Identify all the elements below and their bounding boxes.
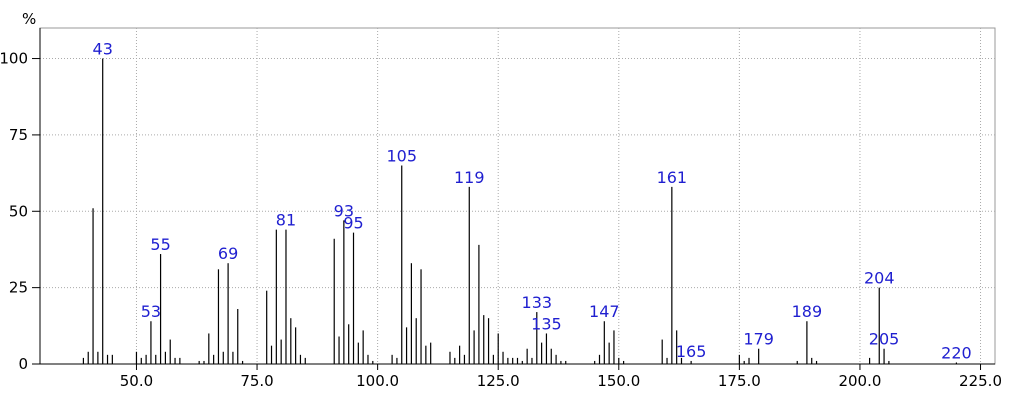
x-tick-label: 200.0 <box>838 372 881 390</box>
peak-label: 95 <box>343 214 363 233</box>
peak-label: 55 <box>150 235 170 254</box>
x-tick-label: 225.0 <box>959 372 1002 390</box>
peak-label: 204 <box>864 269 895 288</box>
y-tick-label: 100 <box>0 50 28 68</box>
peak-label: 220 <box>941 343 972 362</box>
x-tick-label: 150.0 <box>597 372 640 390</box>
plot-frame <box>39 27 996 365</box>
peak-label: 119 <box>454 168 485 187</box>
x-tick-label: 50.0 <box>120 372 153 390</box>
peak-label: 165 <box>676 342 707 361</box>
peak-label: 93 <box>334 201 354 220</box>
y-axis-label: % <box>22 10 36 28</box>
peak-label: 135 <box>531 314 562 333</box>
peak-label: 81 <box>276 211 296 230</box>
peak-label: 133 <box>522 293 553 312</box>
y-tick-label: 75 <box>9 126 28 144</box>
y-tick-label: 25 <box>9 279 28 297</box>
peak-label: 43 <box>93 40 113 59</box>
y-tick-label: 0 <box>18 355 28 373</box>
peak-label: 161 <box>657 168 688 187</box>
x-tick-label: 100.0 <box>356 372 399 390</box>
x-tick-label: 75.0 <box>240 372 273 390</box>
x-tick-label: 175.0 <box>718 372 761 390</box>
peak-label: 189 <box>792 302 823 321</box>
peak-label: 147 <box>589 302 620 321</box>
peak-label: 205 <box>869 330 900 349</box>
x-tick-label: 125.0 <box>477 372 520 390</box>
peak-label: 179 <box>743 330 774 349</box>
y-tick-label: 50 <box>9 202 28 220</box>
peak-label: 53 <box>141 302 161 321</box>
peak-label: 69 <box>218 244 238 263</box>
peak-label: 105 <box>386 146 417 165</box>
